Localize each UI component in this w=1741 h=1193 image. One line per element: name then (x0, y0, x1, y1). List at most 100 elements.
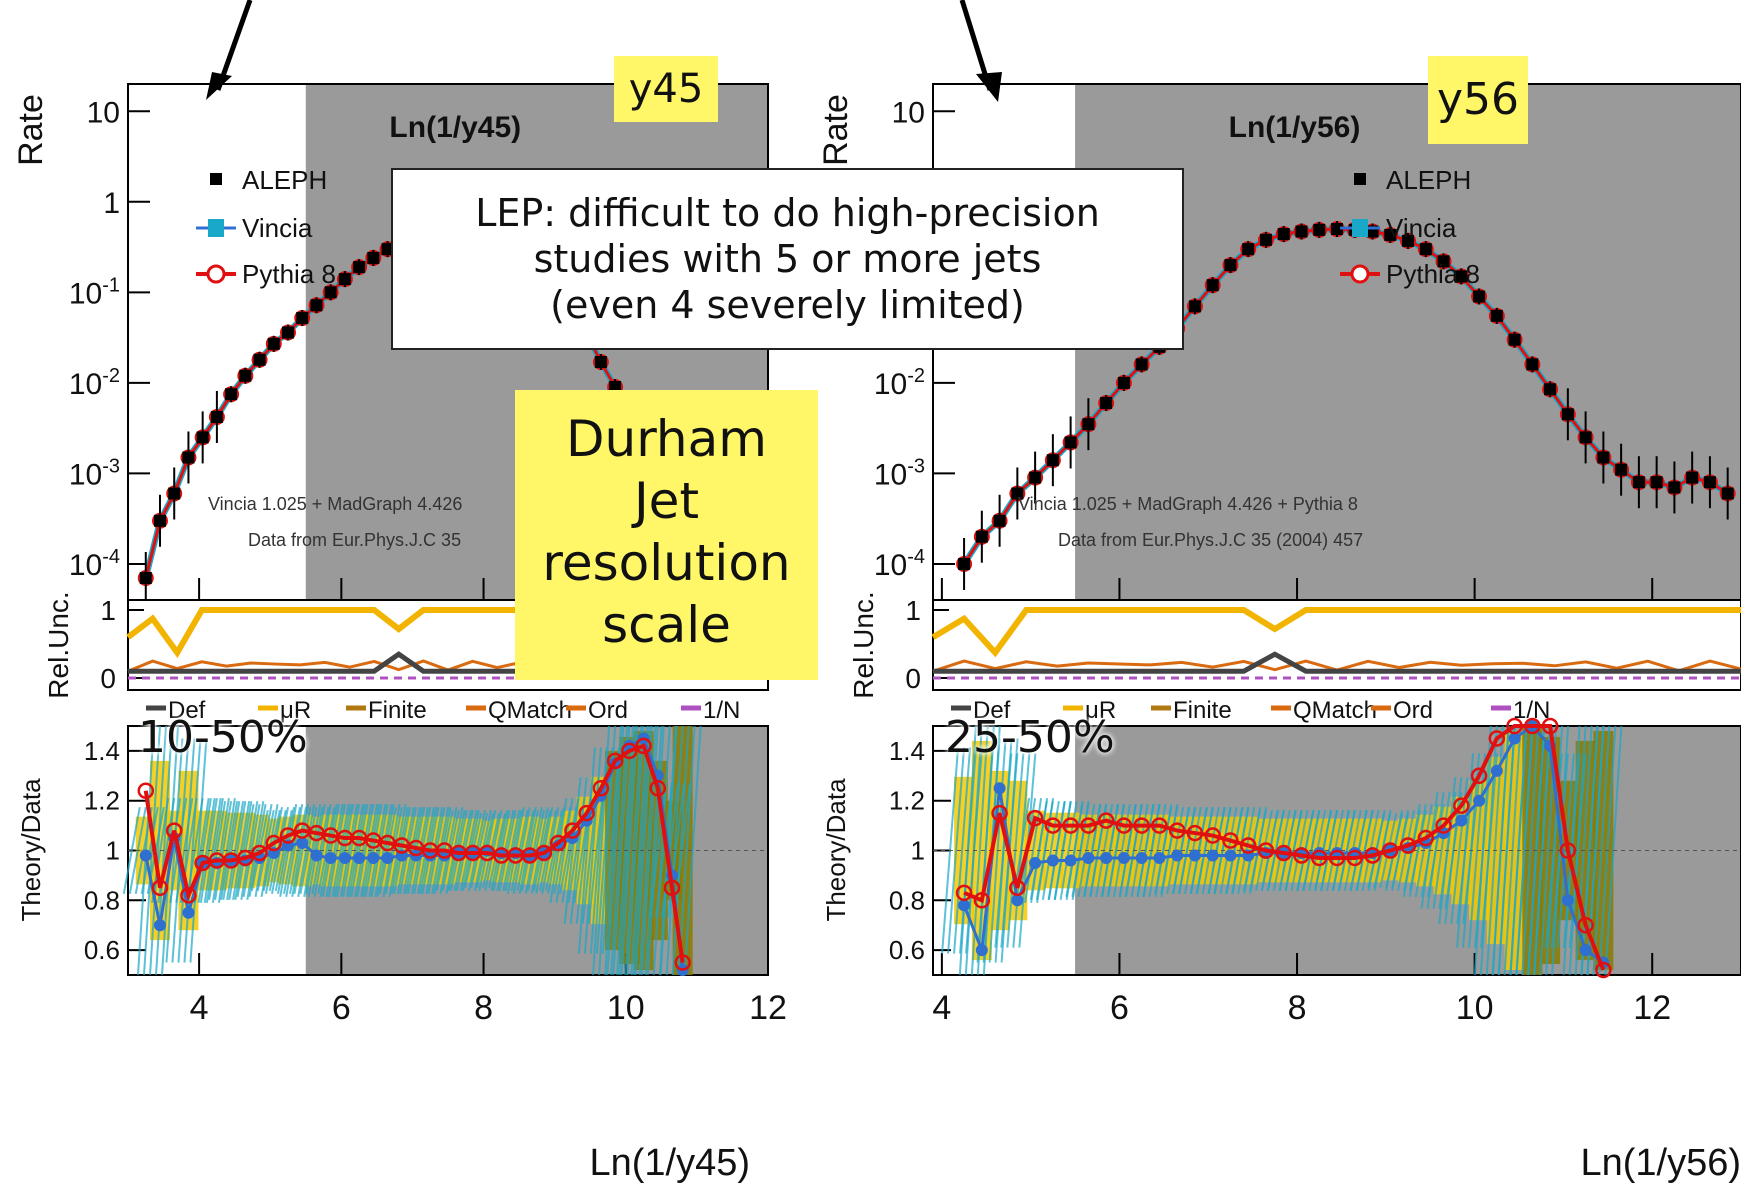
panel2-legend-vincia-label: Vincia (1386, 213, 1457, 243)
panel2-ratio-point-vincia (1117, 851, 1130, 864)
panel1-vincia-hatch (293, 806, 312, 895)
panel1-ratio-point-pythia (663, 879, 681, 897)
panel2-aleph-point (1046, 454, 1059, 467)
panel2-aleph-point (958, 557, 971, 570)
panel2-aleph-point (1508, 333, 1521, 346)
panel1-vincia-hatch (205, 798, 224, 903)
panel2-aleph-point (1668, 481, 1681, 494)
panel1-unc-tick-label: 0 (100, 663, 116, 694)
panel2-unc-legend-label: Ord (1393, 697, 1433, 724)
panel2-aleph-point (1526, 358, 1539, 371)
durham-line-1: Durham (566, 410, 767, 468)
durham-line-3: resolution (542, 534, 791, 592)
panel2-ratio-point-pythia (1524, 717, 1541, 735)
panel2-ratio-point-pythia (1595, 961, 1612, 979)
panel2-aleph-point (1135, 358, 1148, 371)
panel1-vincia-hatch (165, 738, 184, 963)
panel2-vincia-hatch (947, 747, 966, 954)
panel2-ratio-point-vincia (975, 944, 988, 957)
panel1-vincia-hatch (331, 804, 350, 897)
panel2-aleph-point (1188, 300, 1201, 313)
panel2-ratio-point-pythia (1293, 847, 1310, 864)
panel2-xtick-label: 4 (932, 989, 951, 1027)
panel2-ratio-tick-label: 0.8 (889, 885, 925, 915)
panel2-aleph-point (1490, 309, 1503, 322)
callout-line-2: studies with 5 or more jets (533, 237, 1042, 281)
panel1-legend-pythia-marker (206, 264, 226, 284)
panel1-aleph-point (196, 431, 209, 444)
panel2-legend-aleph-label: ALEPH (1386, 165, 1471, 195)
panel1-aleph-point (324, 286, 337, 299)
panel2-ratio-point-pythia (1488, 730, 1506, 747)
panel2-vincia-hatch (1160, 806, 1179, 895)
panel2-aleph-point (1259, 233, 1272, 246)
panel2-aleph-point (1703, 476, 1716, 489)
panel2-annotation-2: Data from Eur.Phys.J.C 35 (2004) 457 (1058, 530, 1363, 550)
panel1-vincia-hatch (555, 798, 574, 903)
panel2-ratio-point-vincia (1046, 854, 1059, 867)
panel2-range-label: 25-50% (945, 712, 1115, 763)
panel2-ratio-point-vincia (1188, 849, 1201, 862)
panel2-vincia-hatch (1337, 809, 1356, 892)
panel1-vincia-hatch (652, 725, 671, 976)
panel1-vincia-hatch (661, 783, 679, 918)
callout-line-3: (even 4 severely limited) (550, 283, 1025, 327)
panel1-ytick-label: 10-3 (69, 455, 120, 491)
panel2-vincia-hatch (976, 738, 995, 963)
panel2-xlabel: Ln(1/y56) (1580, 1142, 1741, 1184)
panel1-vincia-hatch (612, 725, 631, 976)
panel2-unc-legend-label: 1/N (1513, 697, 1550, 724)
panel1-ratio-point-vincia (296, 837, 309, 850)
panel1-unc-legend-label: Finite (368, 697, 427, 724)
panel2-unc-legend-label: QMatch (1293, 697, 1377, 724)
panel2-vincia-hatch (994, 753, 1013, 948)
panel1-vincia-hatch (348, 804, 367, 897)
panel2-ratio-point-vincia (1082, 851, 1095, 864)
panel2-ylabel: Rate (817, 94, 855, 166)
panel2-tag: y56 (1428, 56, 1528, 144)
panel2-vincia-hatch (1432, 792, 1451, 909)
panel1-aleph-point (267, 337, 280, 350)
panel2-title: Ln(1/y56) (1229, 111, 1361, 144)
panel2-ratio-point-pythia (973, 892, 991, 909)
panel1-vincia-hatch (644, 725, 663, 976)
panel1-annotation-2: Data from Eur.Phys.J.C 35 (248, 530, 461, 550)
panel1-ratio-ylabel: Theory/Data (16, 778, 46, 922)
panel2-vincia-hatch (1355, 809, 1374, 892)
panel1-ratio-point-vincia (154, 919, 166, 932)
panel1-vincia-hatch (333, 804, 352, 897)
panel2-ratio-ylabel: Theory/Data (821, 778, 851, 922)
panel1-aleph-point (210, 410, 223, 423)
panel1-aleph-point (310, 299, 323, 312)
panel1-aleph-point (239, 369, 252, 382)
panel1-vincia-hatch (291, 804, 310, 897)
panel1-vincia-hatch (364, 804, 383, 897)
panel2-aleph-point (1313, 223, 1326, 236)
panel1-aleph-point (282, 326, 294, 339)
panel1-vincia-hatch (220, 801, 239, 900)
panel1-vincia-hatch (299, 806, 318, 895)
panel2-ratio-tick-label: 0.6 (889, 935, 925, 965)
panel2-aleph-point (993, 514, 1006, 527)
panel2-aleph-point (1331, 223, 1343, 236)
panel1-unc-legend-label: 1/N (703, 697, 740, 724)
panel2-ratio-point-pythia (1115, 817, 1133, 834)
panel1-vincia-hatch (222, 801, 241, 900)
panel2-ratio-point-vincia (993, 782, 1006, 795)
panel1-aleph-point (154, 514, 166, 527)
panel2-ratio-point-pythia (1186, 824, 1204, 842)
panel2-vincia-hatch (1592, 725, 1611, 976)
panel1-aleph-point (225, 388, 238, 401)
panel1-annotation-1: Vincia 1.025 + MadGraph 4.426 (208, 494, 462, 514)
panel2-ratio-point-vincia (1206, 849, 1219, 862)
panel2-ratio-tick-label: 1 (911, 836, 925, 866)
panel2-ratio-point-pythia (1204, 827, 1221, 844)
panel2-ytick-label: 10-3 (874, 455, 925, 491)
panel2-ratio-point-pythia (1275, 844, 1292, 862)
panel1-vincia-hatch (595, 747, 614, 954)
panel2-ratio-point-pythia (1097, 812, 1115, 829)
panel2-aleph-point (1632, 476, 1645, 489)
panel1-ytick-label: 10-1 (69, 274, 120, 310)
panel1-unc-ylabel: Rel.Unc. (43, 591, 74, 698)
panel1-legend-aleph-marker (210, 173, 222, 185)
